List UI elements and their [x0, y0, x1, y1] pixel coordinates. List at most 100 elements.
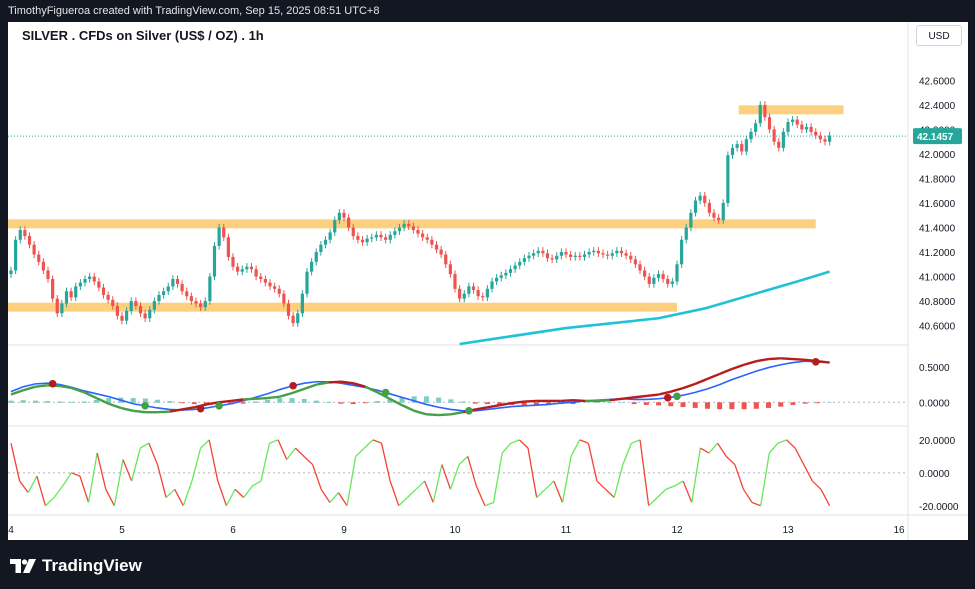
- oscillator-line: [768, 442, 779, 454]
- macd-histogram-bar: [301, 398, 307, 403]
- candle-body: [240, 269, 244, 272]
- macd-signal-line: [487, 403, 500, 409]
- macd-histogram-bar: [313, 400, 319, 403]
- candle-body: [670, 281, 674, 284]
- macd-histogram-bar: [778, 402, 784, 407]
- candle-body: [129, 301, 133, 311]
- oscillator-line: [682, 480, 693, 503]
- tradingview-footer[interactable]: TradingView: [10, 555, 142, 577]
- candle-body: [444, 254, 448, 265]
- macd-signal-line: [706, 372, 721, 381]
- candle-body: [550, 258, 554, 260]
- oscillator-line: [639, 439, 650, 506]
- oscillator-line: [613, 464, 624, 498]
- candle-body: [749, 131, 753, 140]
- oscillator-line: [251, 480, 262, 487]
- price-tick-label: 41.6000: [919, 199, 956, 210]
- resistance-zone: [8, 302, 677, 312]
- macd-signal-line: [426, 413, 439, 417]
- resistance-zone: [738, 105, 844, 115]
- candle-body: [425, 237, 429, 240]
- price-chart[interactable]: 42.600042.400042.200042.000041.800041.60…: [8, 22, 968, 540]
- oscillator-line: [303, 455, 314, 466]
- macd-histogram-bar: [448, 399, 454, 403]
- macd-signal-line: [780, 357, 794, 361]
- macd-histogram-bar: [32, 400, 38, 403]
- chart-panel[interactable]: 42.600042.400042.200042.000041.800041.60…: [8, 22, 968, 540]
- candle-body: [573, 255, 577, 257]
- candle-body: [448, 264, 452, 275]
- macd-histogram-bar: [692, 402, 698, 408]
- price-tick-label: 41.0000: [919, 273, 956, 284]
- oscillator-line: [665, 485, 675, 490]
- macd-crossover-dot: [673, 392, 681, 401]
- candle-body: [471, 286, 476, 291]
- currency-button[interactable]: USD: [916, 25, 962, 46]
- candle-body: [310, 261, 314, 272]
- oscillator-line: [742, 488, 753, 503]
- macd-signal-line: [658, 390, 672, 396]
- candle-body: [818, 135, 822, 140]
- oscillator-line: [691, 448, 702, 503]
- candle-body: [772, 129, 776, 142]
- oscillator-line: [372, 439, 382, 444]
- candle-body: [532, 253, 536, 256]
- macd-signal-line: [108, 402, 122, 410]
- oscillator-line: [656, 488, 667, 498]
- candle-body: [402, 223, 406, 228]
- macd-signal-line: [670, 386, 684, 393]
- candle-body: [578, 255, 582, 257]
- oscillator-line: [484, 501, 494, 507]
- oscillator-line: [217, 480, 228, 506]
- candle-body: [643, 270, 647, 277]
- candle-body: [606, 254, 610, 256]
- macd-signal-line: [169, 408, 183, 413]
- candle-body: [259, 276, 263, 280]
- time-tick-label: 6: [230, 525, 236, 536]
- candle-body: [527, 255, 531, 259]
- time-tick-label: 10: [449, 525, 461, 536]
- macd-histogram-bar: [411, 396, 417, 403]
- candle-body: [51, 279, 55, 299]
- candle-body: [14, 239, 18, 271]
- oscillator-line: [544, 480, 555, 490]
- oscillator-line: [182, 480, 193, 506]
- macd-crossover-dot: [196, 404, 205, 413]
- candle-body: [208, 276, 212, 302]
- macd-histogram-bar: [827, 402, 833, 403]
- candle-body: [795, 119, 799, 125]
- candle-body: [226, 237, 230, 257]
- oscillator-tick-label: 0.0000: [919, 469, 950, 480]
- macd-signal-line: [133, 409, 146, 414]
- oscillator-line: [27, 475, 38, 493]
- candle-body: [439, 249, 443, 255]
- macd-histogram-bar: [399, 397, 405, 403]
- candle-body: [337, 212, 341, 221]
- oscillator-line: [587, 443, 598, 482]
- macd-histogram-bar: [643, 402, 649, 405]
- oscillator-line: [131, 447, 141, 482]
- oscillator-line: [294, 447, 305, 457]
- macd-histogram-bar: [485, 402, 491, 405]
- candle-body: [508, 269, 513, 273]
- candle-body: [157, 294, 161, 302]
- macd-crossover-dot: [141, 402, 149, 410]
- oscillator-line: [674, 480, 684, 487]
- candle-body: [268, 282, 272, 287]
- candle-body: [758, 104, 762, 124]
- candle-body: [333, 220, 337, 233]
- oscillator-line: [105, 488, 115, 507]
- time-tick-label: 11: [561, 525, 572, 536]
- candle-body: [60, 303, 64, 314]
- candle-body: [245, 266, 249, 270]
- macd-histogram-bar: [106, 398, 112, 403]
- candle-body: [342, 212, 346, 218]
- oscillator-line: [87, 452, 98, 503]
- macd-signal-line: [633, 394, 647, 399]
- price-tick-label: 40.6000: [919, 322, 956, 333]
- oscillator-line: [725, 455, 736, 466]
- oscillator-line: [475, 485, 486, 507]
- candle-body: [791, 119, 795, 123]
- candle-body: [735, 144, 739, 148]
- macd-histogram-bar: [570, 402, 576, 405]
